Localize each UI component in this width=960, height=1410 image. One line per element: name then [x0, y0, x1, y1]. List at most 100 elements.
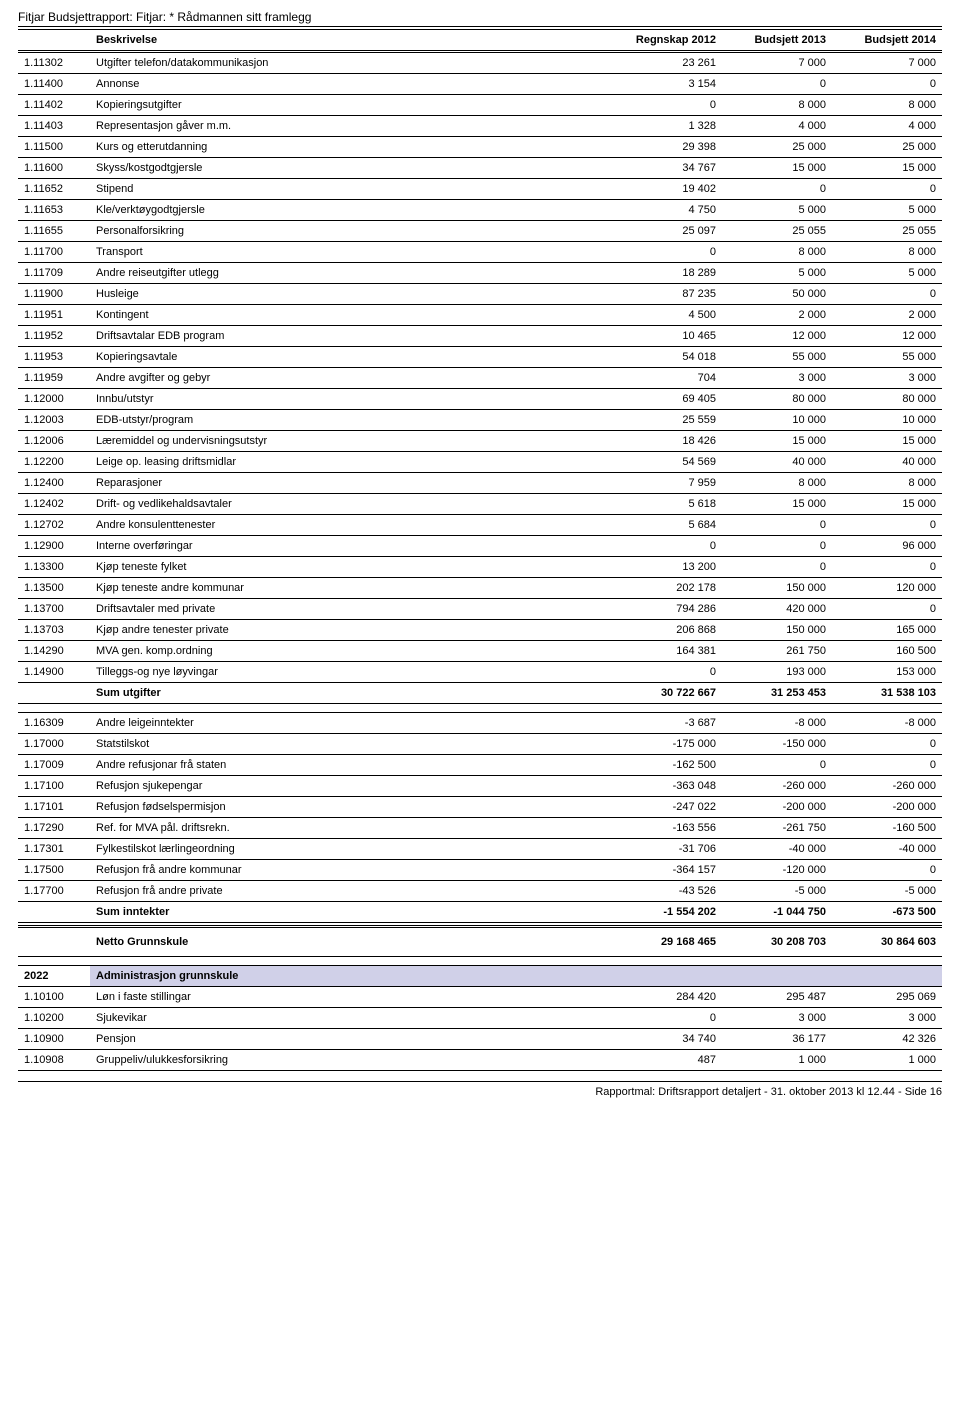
row-desc: Andre refusjonar frå staten — [90, 755, 612, 776]
row-v1: -364 157 — [612, 860, 722, 881]
row-code: 1.12702 — [18, 515, 90, 536]
row-v1: 202 178 — [612, 578, 722, 599]
row-code: 1.11652 — [18, 179, 90, 200]
row-v3: 55 000 — [832, 347, 942, 368]
row-v2: -261 750 — [722, 818, 832, 839]
row-v3: 25 000 — [832, 137, 942, 158]
row-code: 1.17700 — [18, 881, 90, 902]
row-desc: Stipend — [90, 179, 612, 200]
row-code: 1.10200 — [18, 1008, 90, 1029]
row-v3: 120 000 — [832, 578, 942, 599]
row-v2: 193 000 — [722, 662, 832, 683]
row-desc: Transport — [90, 242, 612, 263]
row-v1: 7 959 — [612, 473, 722, 494]
row-v3: 10 000 — [832, 410, 942, 431]
row-v3: -5 000 — [832, 881, 942, 902]
col-regnskap-header: Regnskap 2012 — [612, 30, 722, 52]
row-v1: 5 684 — [612, 515, 722, 536]
row-v1: 29 398 — [612, 137, 722, 158]
row-desc: Statstilskot — [90, 734, 612, 755]
table-row: 1.12003EDB-utstyr/program25 55910 00010 … — [18, 410, 942, 431]
row-v3: 80 000 — [832, 389, 942, 410]
row-desc: Andre avgifter og gebyr — [90, 368, 612, 389]
row-code: 1.11953 — [18, 347, 90, 368]
row-v3: 3 000 — [832, 1008, 942, 1029]
row-desc: Annonse — [90, 74, 612, 95]
section-row: 2022 Administrasjon grunnskule — [18, 966, 942, 987]
row-v2: 5 000 — [722, 263, 832, 284]
row-desc: Personalforsikring — [90, 221, 612, 242]
row-v2: -5 000 — [722, 881, 832, 902]
row-v3: -200 000 — [832, 797, 942, 818]
row-desc: Innbu/utstyr — [90, 389, 612, 410]
row-code: 1.12400 — [18, 473, 90, 494]
row-v2: 15 000 — [722, 431, 832, 452]
row-v3: 0 — [832, 179, 942, 200]
table-row: 1.11655Personalforsikring25 09725 05525 … — [18, 221, 942, 242]
row-v1: 54 569 — [612, 452, 722, 473]
row-desc: Fylkestilskot lærlingeordning — [90, 839, 612, 860]
row-desc: Andre konsulenttenester — [90, 515, 612, 536]
row-v1: 5 618 — [612, 494, 722, 515]
row-v2: 0 — [722, 179, 832, 200]
row-v2: 36 177 — [722, 1029, 832, 1050]
row-v3: 15 000 — [832, 494, 942, 515]
row-desc: Representasjon gåver m.m. — [90, 116, 612, 137]
table-row: 1.11900Husleige87 23550 0000 — [18, 284, 942, 305]
row-code: 1.11600 — [18, 158, 90, 179]
table-row: 1.11500Kurs og etterutdanning29 39825 00… — [18, 137, 942, 158]
row-v3: 42 326 — [832, 1029, 942, 1050]
row-desc: Kopieringsutgifter — [90, 95, 612, 116]
table-row: 1.12402Drift- og vedlikehaldsavtaler5 61… — [18, 494, 942, 515]
row-v1: 10 465 — [612, 326, 722, 347]
row-v2: 15 000 — [722, 494, 832, 515]
table-row: 1.13300Kjøp teneste fylket13 20000 — [18, 557, 942, 578]
table-row: 1.10900Pensjon34 74036 17742 326 — [18, 1029, 942, 1050]
row-v2: 5 000 — [722, 200, 832, 221]
row-v1: 4 500 — [612, 305, 722, 326]
table-row: 1.17500Refusjon frå andre kommunar-364 1… — [18, 860, 942, 881]
row-desc: Kle/verktøygodtgjersle — [90, 200, 612, 221]
section-desc: Administrasjon grunnskule — [90, 966, 942, 987]
row-code: 1.11302 — [18, 52, 90, 74]
row-v2: 40 000 — [722, 452, 832, 473]
row-v2: 3 000 — [722, 1008, 832, 1029]
row-v1: 0 — [612, 662, 722, 683]
row-v1: 1 328 — [612, 116, 722, 137]
row-code: 1.11709 — [18, 263, 90, 284]
row-v2: -260 000 — [722, 776, 832, 797]
report-footer: Rapportmal: Driftsrapport detaljert - 31… — [18, 1081, 942, 1098]
row-desc: Løn i faste stillingar — [90, 987, 612, 1008]
report-header: Fitjar Budsjettrapport: Fitjar: * Rådman… — [18, 10, 942, 27]
row-code: 1.11900 — [18, 284, 90, 305]
row-v3: 1 000 — [832, 1050, 942, 1071]
row-v2: 0 — [722, 74, 832, 95]
table-row: 1.13500Kjøp teneste andre kommunar202 17… — [18, 578, 942, 599]
row-v3: -40 000 — [832, 839, 942, 860]
table-row: 1.12702Andre konsulenttenester5 68400 — [18, 515, 942, 536]
row-code: 1.11655 — [18, 221, 90, 242]
table-row: 1.17009Andre refusjonar frå staten-162 5… — [18, 755, 942, 776]
row-v3: 0 — [832, 515, 942, 536]
row-v2: 50 000 — [722, 284, 832, 305]
row-code: 1.11403 — [18, 116, 90, 137]
row-v3: -260 000 — [832, 776, 942, 797]
table-row: 1.10908Gruppeliv/ulukkesforsikring4871 0… — [18, 1050, 942, 1071]
row-v2: 295 487 — [722, 987, 832, 1008]
row-v2: 261 750 — [722, 641, 832, 662]
row-v1: 87 235 — [612, 284, 722, 305]
row-v1: 284 420 — [612, 987, 722, 1008]
row-desc: Husleige — [90, 284, 612, 305]
row-desc: Kurs og etterutdanning — [90, 137, 612, 158]
row-code: 1.11700 — [18, 242, 90, 263]
row-v3: 3 000 — [832, 368, 942, 389]
row-v3: 15 000 — [832, 158, 942, 179]
table-row: 1.16309Andre leigeinntekter-3 687-8 000-… — [18, 713, 942, 734]
row-v1: 25 097 — [612, 221, 722, 242]
sum-utgifter-v2: 31 253 453 — [722, 683, 832, 704]
row-v3: 295 069 — [832, 987, 942, 1008]
row-v3: 0 — [832, 284, 942, 305]
row-v2: 8 000 — [722, 473, 832, 494]
table-row: 1.17290Ref. for MVA pål. driftsrekn.-163… — [18, 818, 942, 839]
sum-inntekter-row: Sum inntekter -1 554 202 -1 044 750 -673… — [18, 902, 942, 923]
